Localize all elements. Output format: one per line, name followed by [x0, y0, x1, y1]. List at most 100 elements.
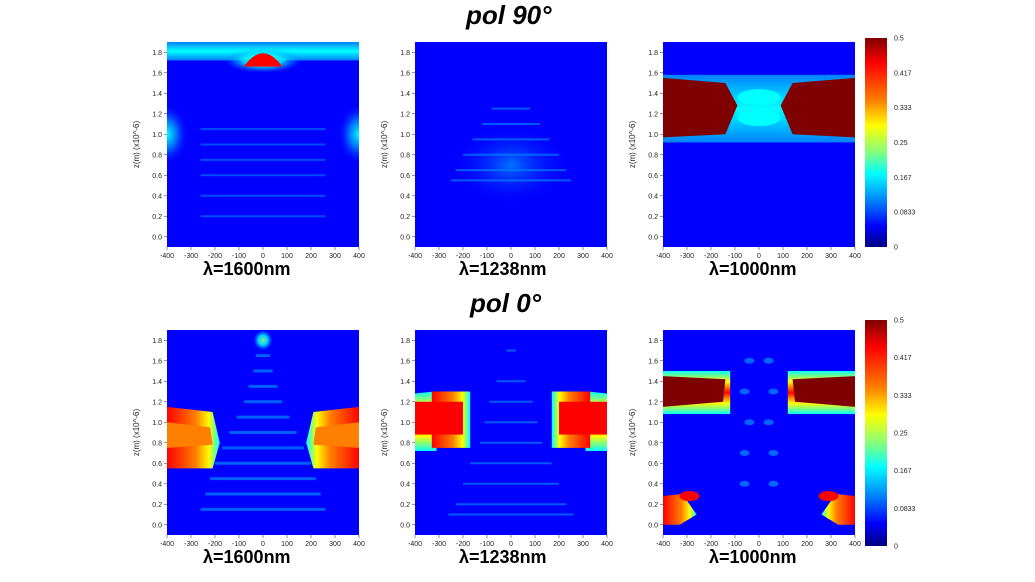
- field-hotspot: [313, 422, 359, 448]
- x-tick-label: -300: [184, 541, 198, 548]
- y-axis-label: z(m) (x10^-6): [628, 121, 637, 169]
- field-blob: [737, 109, 781, 127]
- y-tick-label: 0.8: [400, 440, 410, 447]
- field-hotspot: [559, 401, 607, 435]
- x-tick-label: -400: [160, 541, 174, 548]
- colorbar-tick-label: 0.417: [894, 355, 912, 362]
- colorbar-tick-label: 0.167: [894, 175, 912, 182]
- x-tick-label: 0: [757, 253, 761, 260]
- field-stripe: [482, 123, 540, 125]
- x-tick-label: -400: [656, 541, 670, 548]
- field-stripe: [200, 215, 326, 218]
- x-tick-label: -200: [208, 253, 222, 260]
- field-band: [821, 494, 855, 525]
- y-tick-label: 0.8: [152, 152, 162, 159]
- y-tick-label: 1.2: [648, 111, 658, 118]
- x-tick-label: -400: [408, 541, 422, 548]
- wavelength-label-bottom-right: λ=1000nm: [709, 547, 797, 567]
- field-hotspot: [243, 53, 283, 67]
- heatmap-panel-1: -400 -300 -200 -100 0 100 200 300 400 0.0 0.2 0.4 0.…: [380, 42, 613, 260]
- x-tick-label: 200: [305, 541, 317, 548]
- heatmap-panel-3: -400 -300 -200 -100 0 100 200 300 400 0.0 0.2 0.4 0.…: [132, 330, 365, 548]
- x-tick-label: 200: [801, 541, 813, 548]
- x-tick-label: -100: [480, 541, 494, 548]
- x-tick-label: -100: [480, 253, 494, 260]
- field-stripe: [215, 461, 311, 465]
- field-hotspot: [679, 491, 700, 502]
- field-hotspot: [792, 376, 855, 407]
- y-tick-label: 0.0: [400, 234, 410, 241]
- y-tick-label: 1.4: [400, 379, 410, 386]
- y-tick-label: 1.8: [648, 50, 658, 57]
- y-tick-label: 1.4: [648, 91, 658, 98]
- x-tick-label: 400: [601, 541, 613, 548]
- y-tick-label: 0.0: [400, 522, 410, 529]
- y-tick-label: 0.2: [400, 502, 410, 509]
- field-stripe: [253, 369, 273, 373]
- x-tick-label: -200: [704, 253, 718, 260]
- y-tick-label: 0.8: [648, 152, 658, 159]
- y-tick-label: 1.0: [152, 420, 162, 427]
- colorbar-tick-label: 0.417: [894, 70, 912, 77]
- heatmap-field: [167, 42, 359, 218]
- x-tick-label: 0: [261, 253, 265, 260]
- y-tick-label: 1.6: [648, 358, 658, 365]
- y-tick-label: 0.8: [648, 440, 658, 447]
- y-tick-label: 0.4: [152, 193, 162, 200]
- field-blob: [768, 450, 779, 456]
- field-stripe: [448, 513, 574, 516]
- x-tick-label: -200: [704, 541, 718, 548]
- field-stripe: [200, 158, 326, 161]
- x-tick-label: 200: [553, 253, 565, 260]
- field-stripe: [491, 107, 531, 110]
- field-stripe: [200, 507, 326, 511]
- y-tick-label: 1.8: [648, 338, 658, 345]
- field-stripe: [496, 380, 526, 383]
- y-tick-label: 1.2: [400, 111, 410, 118]
- row-title-pol-90: pol 90°: [466, 0, 552, 30]
- y-tick-label: 0.2: [400, 214, 410, 221]
- y-tick-label: 0.2: [152, 214, 162, 221]
- field-blob: [337, 103, 359, 165]
- colorbar-tick-label: 0.333: [894, 105, 912, 112]
- x-tick-label: -300: [432, 253, 446, 260]
- y-tick-label: 1.8: [152, 338, 162, 345]
- x-tick-label: -400: [160, 253, 174, 260]
- x-tick-label: -100: [728, 541, 742, 548]
- field-blob: [253, 330, 273, 351]
- field-blob: [167, 103, 189, 165]
- y-tick-label: 1.0: [648, 420, 658, 427]
- x-tick-label: 200: [553, 541, 565, 548]
- colorbar-tick-label: 0.167: [894, 468, 912, 475]
- y-axis-label: z(m) (x10^-6): [628, 409, 637, 457]
- y-tick-label: 0.0: [648, 234, 658, 241]
- field-stripe: [455, 503, 567, 506]
- field-stripe: [463, 482, 559, 485]
- y-tick-label: 1.4: [152, 91, 162, 98]
- y-tick-label: 0.2: [648, 214, 658, 221]
- y-tick-label: 1.4: [648, 379, 658, 386]
- y-tick-label: 0.6: [152, 461, 162, 468]
- field-blob: [768, 480, 779, 487]
- y-tick-label: 1.0: [400, 132, 410, 139]
- colorbar-tick-label: 0: [894, 544, 898, 551]
- x-tick-label: 300: [577, 541, 589, 548]
- x-tick-label: -100: [728, 253, 742, 260]
- x-tick-label: 300: [329, 541, 341, 548]
- x-tick-label: 400: [601, 253, 613, 260]
- colorbar-tick-label: 0.333: [894, 393, 912, 400]
- field-stripe: [222, 446, 304, 450]
- y-tick-label: 1.2: [152, 111, 162, 118]
- y-tick-label: 1.6: [152, 358, 162, 365]
- y-tick-label: 0.2: [648, 502, 658, 509]
- field-stripe: [470, 462, 552, 465]
- field-hotspot: [415, 401, 463, 435]
- field-stripe: [484, 421, 538, 424]
- wavelength-label-top-left: λ=1600nm: [203, 259, 291, 279]
- y-tick-label: 0.6: [400, 461, 410, 468]
- x-tick-label: 300: [825, 541, 837, 548]
- field-stripe: [200, 174, 326, 177]
- x-tick-label: 100: [777, 541, 789, 548]
- y-tick-label: 0.8: [152, 440, 162, 447]
- y-tick-label: 1.6: [400, 70, 410, 77]
